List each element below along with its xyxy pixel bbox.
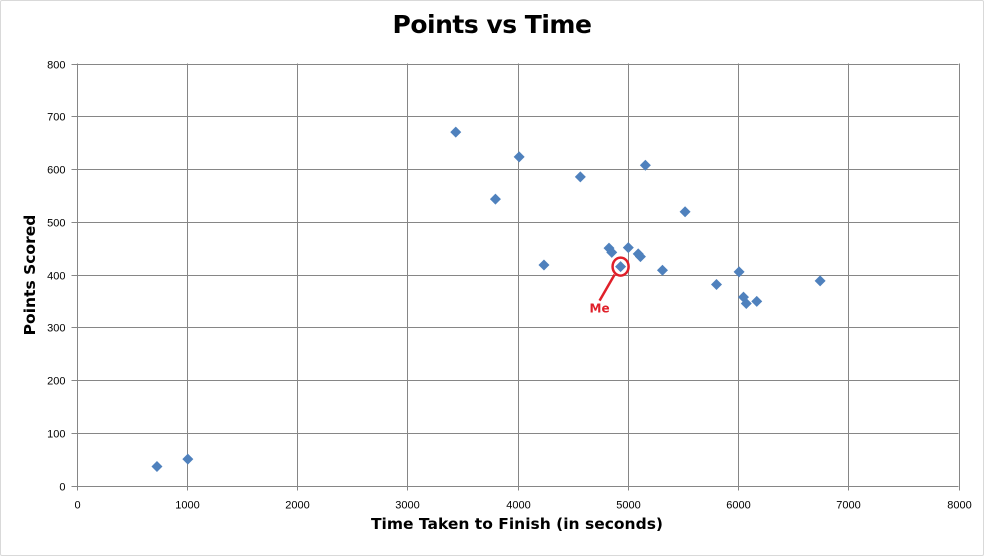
data-point-diamond — [489, 193, 501, 205]
x-tick-label: 3000 — [395, 500, 419, 512]
data-point-diamond — [622, 242, 634, 254]
data-point-diamond — [733, 266, 745, 278]
x-tick-label: 2000 — [285, 500, 309, 512]
y-tick-label: 100 — [47, 429, 65, 441]
annotation-pointer-line — [598, 273, 616, 302]
data-point-diamond — [538, 259, 550, 271]
y-tick-label: 500 — [47, 218, 65, 230]
data-point-diamond — [656, 264, 668, 276]
y-tick-label: 300 — [47, 323, 65, 335]
x-tick-label: 0 — [74, 500, 80, 512]
data-points — [151, 126, 826, 473]
data-point-diamond — [751, 295, 763, 307]
data-point-diamond — [182, 453, 194, 465]
gridlines — [71, 63, 960, 491]
data-point-diamond — [574, 171, 586, 183]
x-tick-label: 6000 — [726, 500, 750, 512]
x-tick-label: 8000 — [947, 500, 971, 512]
data-point-diamond — [711, 279, 723, 291]
data-point-diamond — [740, 298, 752, 310]
data-point-diamond — [634, 251, 646, 263]
data-point-diamond — [513, 151, 525, 163]
annotation-label: Me — [590, 302, 610, 316]
me-annotation: Me — [590, 256, 630, 316]
y-tick-label: 700 — [47, 112, 65, 124]
data-point-diamond — [639, 159, 651, 171]
data-point-diamond — [606, 246, 618, 258]
annotation-circle — [611, 256, 630, 277]
y-tick-label: 800 — [47, 60, 65, 72]
y-tick-label: 400 — [47, 271, 65, 283]
y-tick-label: 200 — [47, 376, 65, 388]
y-tick-label: 600 — [47, 165, 65, 177]
data-point-diamond — [450, 126, 462, 138]
x-tick-label: 4000 — [506, 500, 530, 512]
data-point-diamond — [151, 461, 163, 473]
data-point-diamond — [679, 206, 691, 218]
y-tick-label: 0 — [59, 482, 65, 494]
x-tick-label: 5000 — [616, 500, 640, 512]
data-point-diamond — [814, 275, 826, 287]
chart-title: Points vs Time — [392, 10, 592, 39]
x-axis-label: Time Taken to Finish (in seconds) — [370, 515, 664, 533]
x-tick-label: 1000 — [175, 500, 199, 512]
x-tick-label: 7000 — [836, 500, 860, 512]
data-point-diamond — [615, 261, 627, 273]
